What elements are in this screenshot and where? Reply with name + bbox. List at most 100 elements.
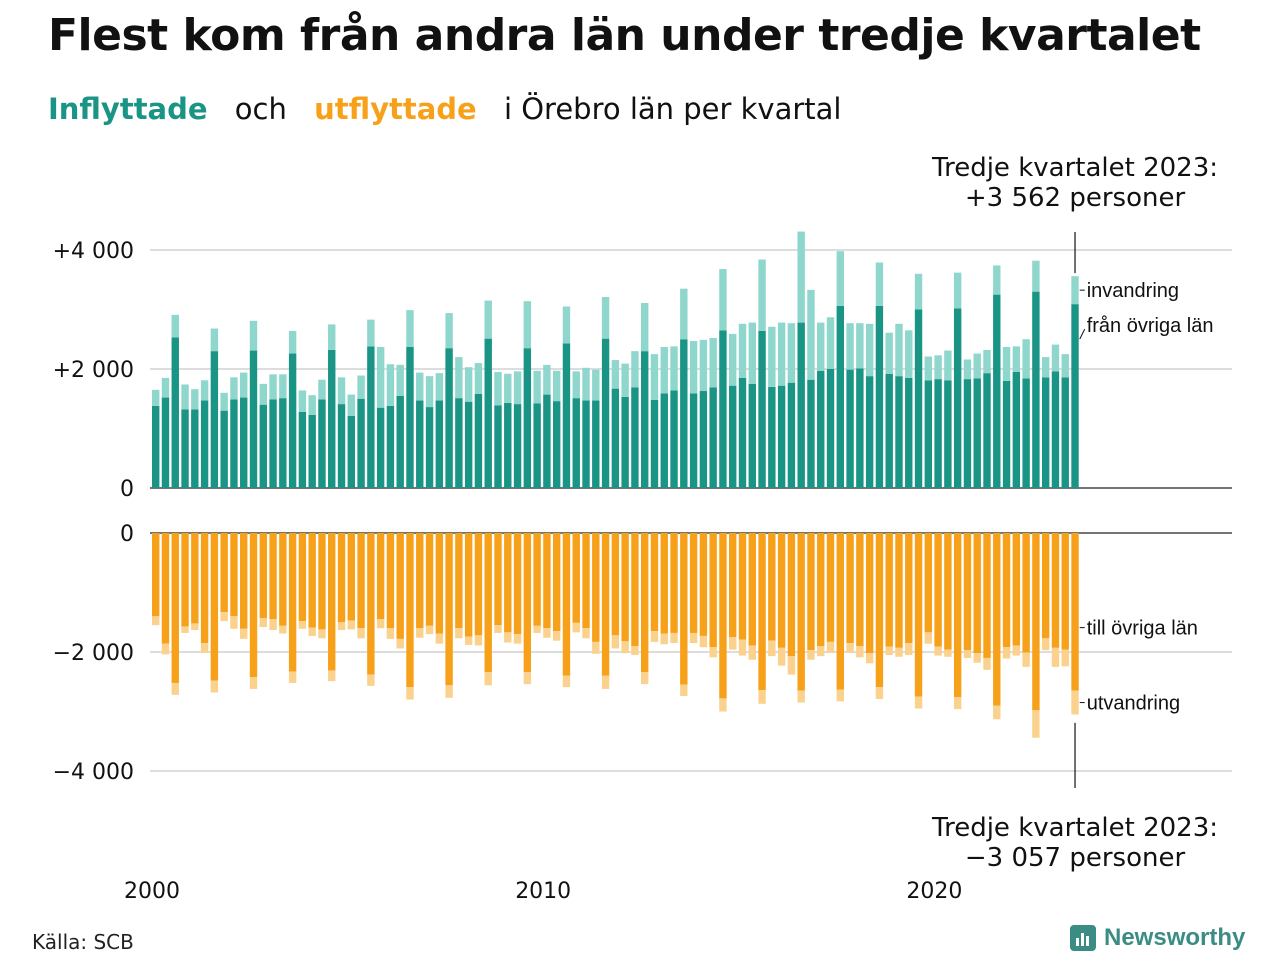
bar-utvandring — [240, 628, 248, 639]
bar-invandring — [856, 323, 864, 369]
bar-utvandring — [1061, 649, 1069, 667]
bar-invandring — [758, 259, 766, 331]
bar-utvandring — [601, 675, 610, 689]
bar-fran-ovriga-lan — [914, 309, 923, 488]
bar-utvandring — [846, 643, 854, 653]
label-tick — [1079, 328, 1086, 340]
bar-invandring — [748, 322, 756, 384]
bar-till-ovriga-lan — [905, 533, 913, 644]
bar-utvandring — [445, 685, 453, 698]
bar-fran-ovriga-lan — [572, 398, 580, 488]
series-label-fran-ovriga-lan: från övriga län — [1087, 315, 1214, 337]
bar-fran-ovriga-lan — [259, 404, 267, 488]
bar-fran-ovriga-lan — [1012, 371, 1021, 488]
bar-till-ovriga-lan — [474, 533, 483, 636]
bar-till-ovriga-lan — [230, 533, 238, 617]
subtitle-inflyttade: Inflyttade — [48, 92, 208, 126]
bar-fran-ovriga-lan — [631, 387, 639, 488]
bar-fran-ovriga-lan — [513, 404, 522, 488]
y-tick-label: +2 000 — [53, 358, 134, 383]
bar-invandring — [494, 371, 502, 406]
bar-utvandring — [963, 650, 972, 658]
x-tick-label: 2020 — [906, 879, 962, 904]
bar-till-ovriga-lan — [396, 533, 404, 639]
bar-till-ovriga-lan — [797, 533, 805, 691]
bar-utvandring — [1041, 638, 1050, 651]
bar-fran-ovriga-lan — [885, 373, 893, 488]
bar-invandring — [181, 384, 189, 410]
bar-invandring — [357, 375, 365, 399]
bar-utvandring — [572, 622, 580, 633]
bar-utvandring — [552, 631, 561, 641]
bar-fran-ovriga-lan — [826, 369, 835, 488]
bar-till-ovriga-lan — [494, 533, 502, 626]
bar-invandring — [269, 374, 277, 400]
bar-utvandring — [259, 618, 267, 628]
bar-till-ovriga-lan — [670, 533, 678, 633]
bar-invandring — [973, 353, 981, 379]
bar-invandring — [435, 373, 444, 401]
bar-utvandring — [709, 647, 717, 658]
bar-utvandring — [719, 698, 727, 712]
bar-till-ovriga-lan — [455, 533, 463, 629]
bar-invandring — [660, 346, 668, 394]
bar-fran-ovriga-lan — [464, 401, 473, 488]
bar-utvandring — [670, 632, 678, 644]
bar-invandring — [259, 383, 267, 405]
bar-fran-ovriga-lan — [161, 397, 170, 488]
bar-invandring — [875, 262, 884, 306]
y-tick-label: 0 — [120, 522, 134, 547]
bar-till-ovriga-lan — [1032, 533, 1040, 711]
bar-till-ovriga-lan — [699, 533, 708, 636]
bar-fran-ovriga-lan — [552, 401, 561, 488]
bar-till-ovriga-lan — [308, 533, 316, 628]
bar-fran-ovriga-lan — [934, 379, 942, 488]
bar-utvandring — [1012, 645, 1021, 656]
bar-till-ovriga-lan — [337, 533, 346, 623]
bar-utvandring — [308, 627, 316, 636]
bar-fran-ovriga-lan — [963, 379, 972, 488]
bar-fran-ovriga-lan — [621, 396, 629, 488]
y-tick-label: +4 000 — [53, 239, 134, 264]
bar-fran-ovriga-lan — [719, 330, 727, 488]
bar-utvandring — [777, 647, 786, 666]
bar-invandring — [689, 341, 698, 394]
bar-till-ovriga-lan — [288, 533, 297, 672]
bar-till-ovriga-lan — [376, 533, 385, 620]
bar-till-ovriga-lan — [621, 533, 629, 642]
bar-utvandring — [210, 680, 219, 693]
bar-fran-ovriga-lan — [1051, 371, 1060, 488]
bar-till-ovriga-lan — [729, 533, 737, 638]
bar-utvandring — [416, 628, 424, 638]
bar-fran-ovriga-lan — [523, 348, 532, 488]
bar-till-ovriga-lan — [347, 533, 355, 621]
bar-utvandring — [523, 672, 532, 685]
bar-fran-ovriga-lan — [895, 376, 903, 488]
bar-utvandring — [885, 646, 893, 655]
bar-invandring — [513, 371, 522, 405]
bar-invandring — [318, 379, 326, 400]
bar-invandring — [347, 394, 355, 417]
bar-utvandring — [269, 619, 277, 630]
bar-invandring — [768, 326, 776, 387]
bar-utvandring — [592, 641, 600, 654]
bar-till-ovriga-lan — [543, 533, 551, 629]
bar-fran-ovriga-lan — [817, 370, 825, 488]
bar-utvandring — [328, 670, 336, 682]
bar-utvandring — [797, 690, 805, 703]
bar-fran-ovriga-lan — [846, 369, 854, 488]
bar-fran-ovriga-lan — [905, 377, 913, 488]
bar-invandring — [621, 363, 629, 397]
bar-invandring — [298, 390, 307, 412]
bar-fran-ovriga-lan — [836, 305, 844, 488]
bar-invandring — [240, 372, 248, 398]
bar-fran-ovriga-lan — [152, 405, 160, 488]
bar-till-ovriga-lan — [650, 533, 659, 632]
bar-invandring — [709, 338, 717, 388]
source-note: Källa: SCB — [32, 930, 134, 954]
bar-fran-ovriga-lan — [308, 414, 316, 488]
bar-till-ovriga-lan — [787, 533, 796, 657]
bar-utvandring — [249, 676, 258, 689]
bar-fran-ovriga-lan — [318, 399, 326, 488]
bar-invandring — [914, 273, 923, 310]
